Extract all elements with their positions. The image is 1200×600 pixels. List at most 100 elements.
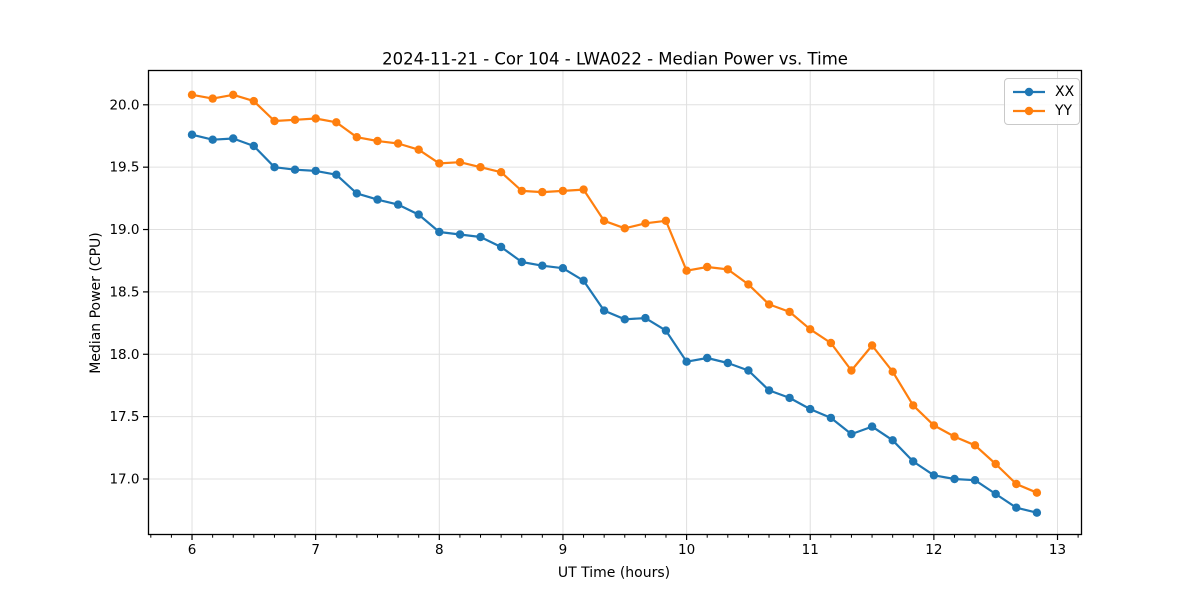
x-tick-label: 11 xyxy=(802,542,819,558)
data-point-xx xyxy=(393,200,403,209)
data-point-xx xyxy=(703,353,712,363)
data-point-xx xyxy=(290,165,300,174)
data-point-xx xyxy=(517,257,526,267)
data-point-yy xyxy=(641,219,650,228)
data-point-yy xyxy=(290,115,300,125)
data-point-yy xyxy=(867,341,877,350)
data-point-yy xyxy=(517,186,526,196)
x-axis-label: UT Time (hours) xyxy=(557,565,671,581)
data-point-xx xyxy=(352,189,361,198)
data-point-xx xyxy=(970,476,980,485)
y-tick-label: 18.5 xyxy=(109,284,139,300)
data-point-yy xyxy=(393,139,403,148)
plot-border xyxy=(147,69,1083,536)
data-point-yy xyxy=(888,367,897,376)
data-point-yy xyxy=(435,159,444,168)
legend-item-yy: YY xyxy=(1012,104,1072,118)
data-point-xx xyxy=(744,366,753,375)
x-tick-label: 9 xyxy=(559,542,568,558)
data-point-yy xyxy=(1012,479,1021,489)
data-point-yy xyxy=(270,116,279,126)
data-point-yy xyxy=(703,262,712,272)
data-point-xx xyxy=(847,429,856,439)
data-point-xx xyxy=(455,230,465,239)
data-point-xx xyxy=(682,357,691,366)
data-point-xx xyxy=(929,471,939,480)
series-line-yy xyxy=(190,93,1039,494)
data-point-yy xyxy=(579,185,588,194)
data-point-xx xyxy=(620,315,629,324)
data-point-yy xyxy=(229,90,238,100)
data-point-xx xyxy=(909,457,918,466)
y-tick-label: 17.0 xyxy=(109,471,139,487)
data-point-yy xyxy=(187,90,197,100)
y-tick-label: 17.5 xyxy=(109,409,139,425)
data-point-yy xyxy=(558,186,568,196)
data-point-yy xyxy=(909,401,918,410)
data-point-xx xyxy=(1012,503,1021,512)
x-tick-label: 8 xyxy=(435,542,444,558)
data-point-yy xyxy=(723,265,732,274)
data-point-yy xyxy=(620,224,629,233)
data-point-xx xyxy=(806,404,815,414)
data-point-yy xyxy=(311,114,320,123)
data-point-xx xyxy=(249,141,258,151)
data-point-yy xyxy=(599,216,609,225)
data-point-xx xyxy=(476,232,485,242)
data-point-yy xyxy=(806,325,815,334)
x-tick-label: 12 xyxy=(925,542,942,558)
data-point-xx xyxy=(867,422,877,431)
legend-marker-yy-icon xyxy=(1013,107,1045,116)
data-point-xx xyxy=(187,130,197,139)
y-axis-label: Median Power (CPU) xyxy=(88,232,104,374)
data-point-xx xyxy=(229,134,238,143)
data-point-yy xyxy=(1032,488,1042,497)
data-point-yy xyxy=(950,432,959,441)
data-point-yy xyxy=(208,94,217,103)
data-point-yy xyxy=(496,168,506,177)
data-point-yy xyxy=(414,145,423,154)
data-point-yy xyxy=(785,307,794,317)
data-point-xx xyxy=(496,242,506,252)
x-tick-label: 13 xyxy=(1049,542,1066,558)
data-point-yy xyxy=(744,280,753,289)
series-line-xx xyxy=(190,133,1039,514)
data-point-yy xyxy=(661,216,671,225)
data-point-yy xyxy=(476,163,485,172)
data-point-xx xyxy=(723,358,732,368)
data-point-yy xyxy=(455,158,465,167)
data-point-xx xyxy=(558,264,568,273)
y-tick-label: 19.0 xyxy=(109,222,139,238)
data-point-xx xyxy=(414,210,423,219)
legend-item-xx: XX xyxy=(1012,83,1075,100)
data-point-xx xyxy=(332,170,341,179)
data-point-xx xyxy=(435,227,444,237)
data-point-yy xyxy=(352,133,361,142)
data-point-yy xyxy=(929,421,939,430)
data-point-xx xyxy=(579,276,588,285)
data-point-xx xyxy=(538,261,547,270)
data-point-yy xyxy=(332,118,341,127)
data-point-xx xyxy=(641,313,650,323)
x-tick-label: 7 xyxy=(311,542,320,558)
data-point-xx xyxy=(785,393,794,403)
data-point-yy xyxy=(249,96,258,106)
data-point-xx xyxy=(1032,508,1042,517)
data-point-yy xyxy=(538,187,547,197)
data-point-yy xyxy=(970,441,980,450)
legend-label-xx: XX xyxy=(1055,83,1075,100)
data-point-xx xyxy=(888,436,897,445)
data-point-xx xyxy=(950,474,959,484)
data-point-xx xyxy=(661,326,671,335)
data-point-xx xyxy=(270,163,279,172)
chart-title: 2024-11-21 - Cor 104 - LWA022 - Median P… xyxy=(382,49,848,69)
data-point-xx xyxy=(373,195,382,204)
legend: XX YY xyxy=(1004,78,1080,125)
data-point-xx xyxy=(764,386,774,395)
data-point-yy xyxy=(764,300,774,309)
data-point-yy xyxy=(373,136,382,146)
data-point-xx xyxy=(208,135,217,144)
y-tick-label: 20.0 xyxy=(109,97,139,113)
